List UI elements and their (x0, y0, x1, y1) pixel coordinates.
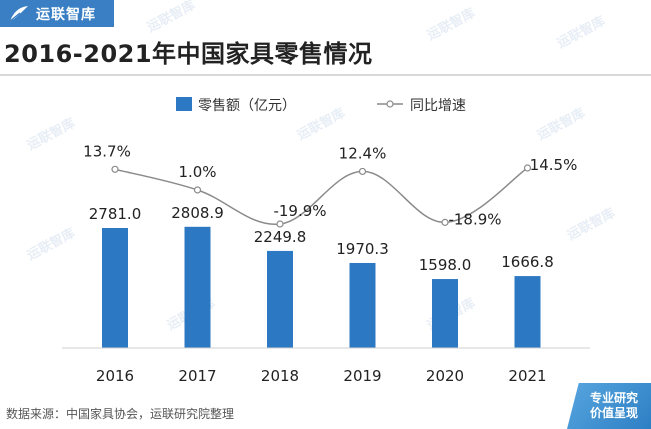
growth-label-2017: 1.0% (178, 163, 216, 181)
legend-bar-label: 零售额（亿元） (198, 98, 296, 114)
brand-name: 运联智库 (36, 6, 96, 23)
x-tick-2016: 2016 (96, 367, 134, 385)
growth-label-2016: 13.7% (83, 142, 131, 160)
x-tick-2021: 2021 (508, 367, 546, 385)
bar-2021 (514, 276, 541, 348)
growth-label-2020: -18.9% (448, 210, 501, 228)
bar-label-2020: 1598.0 (419, 256, 472, 274)
bar-label-2017: 2808.9 (171, 204, 224, 222)
bar-2018 (267, 250, 293, 348)
x-tick-2017: 2017 (178, 367, 216, 385)
bar-label-2019: 1970.3 (336, 240, 389, 258)
legend-line-marker (386, 100, 394, 108)
svg-text:运联智库: 运联智库 (564, 205, 617, 244)
growth-point-2017 (193, 186, 202, 194)
svg-text:运联智库: 运联智库 (424, 5, 477, 44)
x-tick-2019: 2019 (343, 367, 381, 385)
page-title: 2016-2021年中国家具零售情况 (4, 40, 373, 68)
svg-text:运联智库: 运联智库 (144, 0, 197, 36)
growth-point-2016 (111, 165, 119, 173)
growth-label-2019: 12.4% (339, 144, 387, 162)
svg-text:运联智库: 运联智库 (294, 105, 347, 144)
x-tick-2020: 2020 (426, 367, 464, 385)
x-tick-2018: 2018 (261, 367, 299, 385)
bar-2016 (102, 228, 128, 348)
svg-text:运联智库: 运联智库 (24, 225, 77, 264)
legend: 零售额（亿元） 同比增速 (176, 97, 466, 114)
slogan-stamp: 专业研究 价值呈现 (567, 383, 651, 429)
source-note: 数据来源：中国家具协会，运联研究院整理 (6, 407, 235, 421)
bar-2020 (432, 279, 458, 348)
legend-bar-swatch (176, 97, 192, 111)
stamp-line-1: 专业研究 (589, 391, 638, 405)
bar-label-2021: 1666.8 (501, 253, 554, 271)
svg-text:运联智库: 运联智库 (24, 115, 77, 154)
growth-label-2021: 14.5% (530, 156, 578, 174)
legend-line-label: 同比增速 (410, 98, 466, 114)
stamp-line-2: 价值呈现 (589, 406, 638, 420)
growth-label-2018: -19.9% (273, 202, 326, 220)
line-series: 13.7% 1.0% -19.9% 12.4% -18.9% 14.5% (83, 142, 577, 228)
x-axis: 2016 2017 2018 2019 2020 2021 (62, 347, 590, 385)
svg-text:运联智库: 运联智库 (534, 105, 587, 144)
title-divider (0, 74, 651, 76)
bar-2019 (349, 262, 376, 348)
growth-point-2020 (441, 218, 449, 226)
svg-text:运联智库: 运联智库 (554, 13, 607, 52)
feather-logo-icon (9, 5, 28, 21)
growth-point-2021 (523, 164, 532, 172)
brand-tag: 运联智库 (0, 0, 114, 27)
growth-point-2018 (276, 220, 284, 228)
growth-point-2019 (358, 167, 367, 176)
growth-line (114, 167, 528, 225)
bar-label-2018: 2249.8 (254, 228, 307, 246)
bar-2017 (184, 226, 211, 348)
bar-series: 2781.0 2808.9 2249.8 1970.3 1598.0 1666.8 (89, 204, 554, 348)
bar-label-2016: 2781.0 (89, 205, 142, 223)
